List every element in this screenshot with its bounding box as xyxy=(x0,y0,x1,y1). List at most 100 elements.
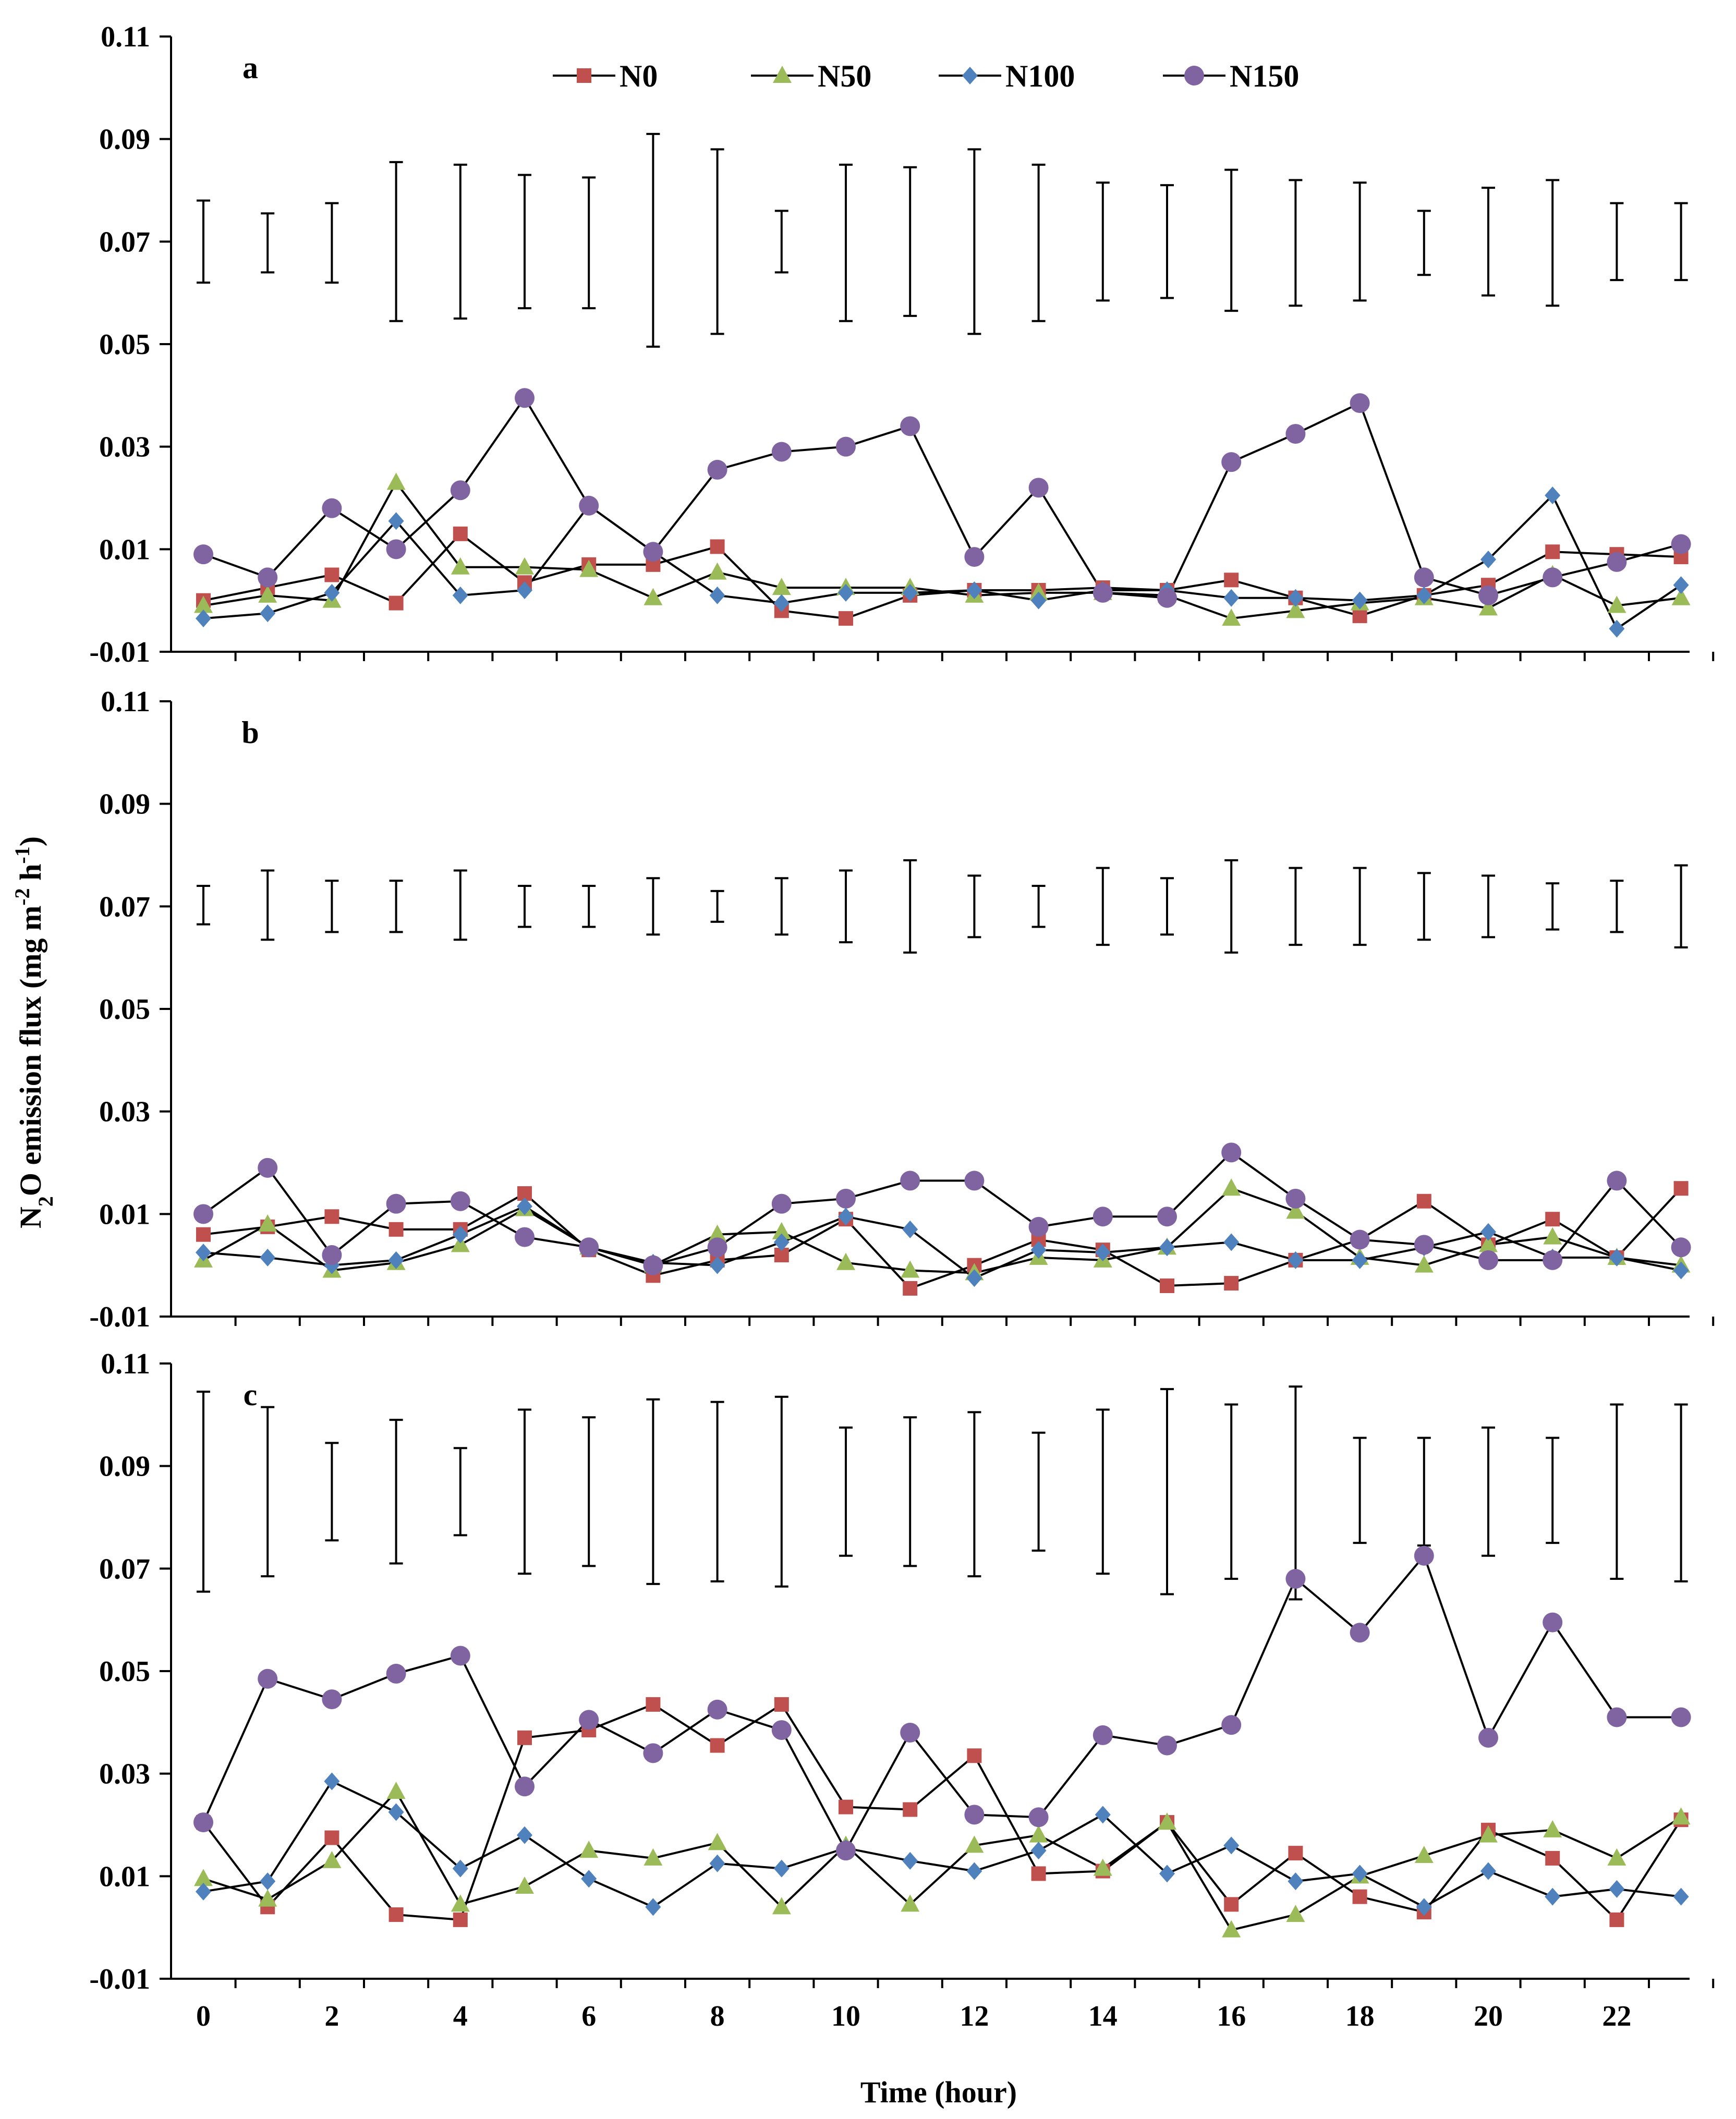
panel-a: 0.11 0.09 0.07 0.05 0.03 0.01 -0.01 a xyxy=(89,21,1715,668)
data-point-N100 xyxy=(196,1882,211,1901)
data-point-N0 xyxy=(1160,1278,1174,1293)
y-tick-label: -0.01 xyxy=(89,1963,150,1995)
error-bar xyxy=(261,1406,275,1578)
y-tick-label: 0.07 xyxy=(99,1553,150,1585)
data-point-N0 xyxy=(903,1281,918,1296)
data-point-N50 xyxy=(579,1841,599,1858)
legend-marker-N50 xyxy=(773,66,792,83)
x-tick-label: 18 xyxy=(1345,2000,1375,2032)
legend-label: N50 xyxy=(818,59,871,93)
data-point-N50 xyxy=(772,578,791,595)
data-point-N50 xyxy=(1093,1858,1112,1876)
data-point-N50 xyxy=(1222,1178,1241,1196)
legend-item-N100: N100 xyxy=(939,59,1075,93)
data-point-N100 xyxy=(1480,1862,1496,1880)
data-point-N0 xyxy=(1416,1194,1431,1209)
data-point-N0 xyxy=(324,1209,339,1224)
data-point-N50 xyxy=(258,1889,277,1907)
error-bar xyxy=(582,1416,596,1567)
data-point-N100 xyxy=(1030,591,1047,610)
data-point-N0 xyxy=(967,1748,982,1763)
series-points-N150 xyxy=(193,388,1691,608)
data-point-N150 xyxy=(1414,1545,1434,1566)
error-bar xyxy=(903,166,917,317)
data-point-N150 xyxy=(386,539,406,559)
legend-label: N100 xyxy=(1005,59,1075,93)
error-bar xyxy=(518,885,531,928)
error-bar xyxy=(1289,867,1303,946)
data-point-N100 xyxy=(517,581,532,599)
y-tick-label: -0.01 xyxy=(89,636,150,668)
error-bar xyxy=(325,202,339,284)
data-point-N150 xyxy=(836,436,856,457)
data-point-N0 xyxy=(1545,1850,1560,1866)
data-point-N50 xyxy=(515,557,534,575)
error-bar xyxy=(1160,184,1174,299)
x-tick-label: 8 xyxy=(710,2000,725,2032)
error-bar xyxy=(197,199,210,284)
data-point-N150 xyxy=(1221,452,1242,472)
data-point-N100 xyxy=(902,583,918,602)
error-bar xyxy=(710,890,724,923)
data-point-N150 xyxy=(1607,1707,1627,1727)
data-point-N100 xyxy=(1545,1887,1561,1906)
data-point-N100 xyxy=(452,1859,468,1878)
data-point-N50 xyxy=(1543,1227,1562,1245)
data-point-N50 xyxy=(901,1894,920,1912)
data-point-N150 xyxy=(771,1194,792,1214)
data-point-N50 xyxy=(1414,1846,1434,1863)
y-tick-label: 0.05 xyxy=(99,993,150,1026)
error-bar xyxy=(1610,880,1624,933)
data-point-N100 xyxy=(773,1859,790,1878)
y-tick-label: 0.05 xyxy=(99,328,150,361)
data-point-N150 xyxy=(1478,1727,1498,1748)
data-point-N0 xyxy=(1545,544,1560,559)
data-point-N150 xyxy=(707,1699,727,1720)
data-point-N100 xyxy=(1030,1842,1047,1860)
data-point-N100 xyxy=(1609,619,1625,638)
series-line-N100 xyxy=(203,1780,1681,1908)
data-point-N150 xyxy=(1350,1229,1370,1250)
data-point-N150 xyxy=(193,1812,213,1833)
data-point-N50 xyxy=(451,1894,470,1912)
data-point-N100 xyxy=(260,1872,276,1891)
data-point-N150 xyxy=(707,1237,727,1258)
y-tick-label: 0.05 xyxy=(99,1655,150,1688)
data-point-N150 xyxy=(1221,1715,1242,1735)
error-bar xyxy=(1546,1436,1560,1544)
y-tick-label: 0.03 xyxy=(99,1096,150,1128)
data-point-N150 xyxy=(964,1805,985,1825)
y-tick-label: 0.07 xyxy=(99,226,150,258)
data-point-N100 xyxy=(709,1256,725,1274)
data-point-N150 xyxy=(1350,1623,1370,1643)
error-bar xyxy=(967,148,981,335)
series-line-N150 xyxy=(202,1151,1682,1266)
data-point-N150 xyxy=(1607,1171,1627,1191)
data-point-N50 xyxy=(1671,1807,1691,1825)
data-point-N0 xyxy=(1224,1276,1239,1291)
error-bar xyxy=(1546,179,1560,307)
error-bar xyxy=(1417,1436,1431,1547)
error-bar xyxy=(582,176,596,310)
data-point-N150 xyxy=(900,1171,920,1191)
series-line-N0 xyxy=(203,1187,1682,1290)
data-point-N100 xyxy=(1288,1872,1304,1891)
data-point-N0 xyxy=(389,595,404,611)
error-bar xyxy=(967,874,981,939)
data-point-N100 xyxy=(1673,576,1689,594)
data-point-N150 xyxy=(1028,1216,1049,1237)
data-point-N150 xyxy=(643,1743,663,1763)
data-point-N150 xyxy=(1157,588,1177,608)
error-bar xyxy=(1096,867,1110,946)
data-point-N100 xyxy=(1352,1251,1368,1269)
error-bar xyxy=(1482,187,1495,297)
error-bar xyxy=(453,163,467,320)
data-point-N150 xyxy=(964,1171,985,1191)
error-bar xyxy=(967,1411,981,1578)
series-line-N100 xyxy=(203,493,1682,630)
y-tick-label: 0.09 xyxy=(99,788,150,821)
data-point-N150 xyxy=(1092,1207,1113,1227)
panel-b: 0.11 0.09 0.07 0.05 0.03 0.01 -0.01 b xyxy=(89,686,1715,1333)
data-point-N0 xyxy=(646,1697,661,1712)
error-bar xyxy=(1224,168,1239,312)
